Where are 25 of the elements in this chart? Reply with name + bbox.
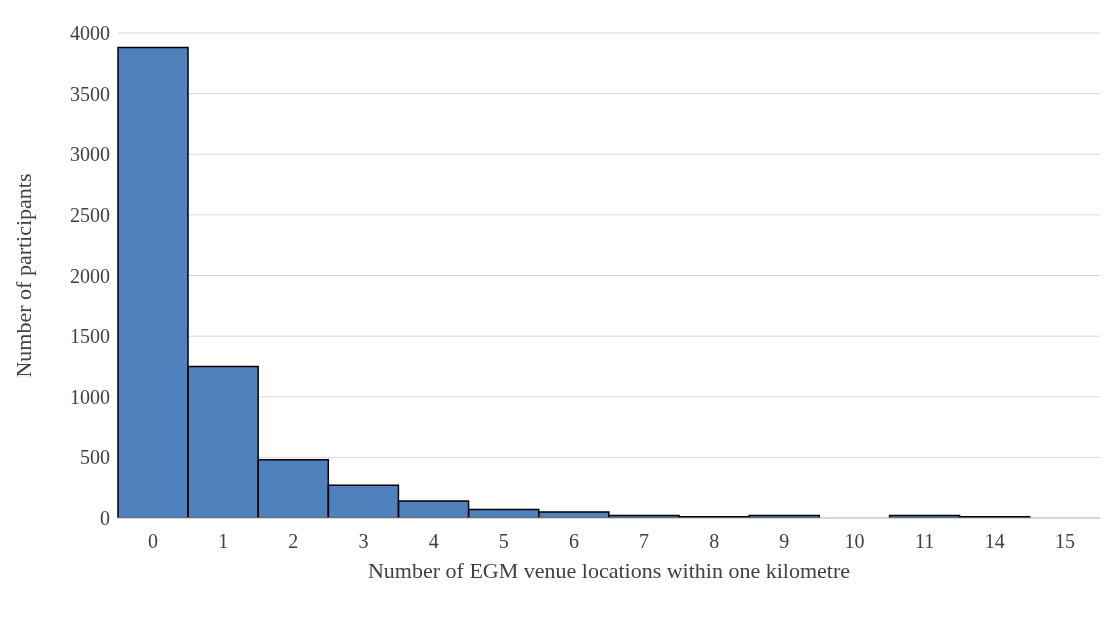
x-tick-label: 4: [428, 530, 439, 553]
x-tick-label: 7: [639, 530, 650, 553]
x-axis-title: Number of EGM venue locations within one kilometre: [367, 558, 851, 583]
x-tick-label: 15: [1054, 530, 1075, 553]
x-tick-label: 2: [288, 530, 299, 553]
y-tick-label: 1000: [70, 385, 110, 408]
y-axis-title: Number of participants: [10, 173, 36, 378]
x-tick-label: 6: [568, 530, 579, 553]
x-tick-label: 0: [148, 530, 159, 553]
x-tick-label: 8: [709, 530, 720, 553]
x-tick-label: 3: [358, 530, 369, 553]
y-tick-label: 2500: [70, 203, 110, 226]
x-tick-label: 14: [984, 530, 1005, 553]
y-tick-label: 3000: [70, 143, 110, 166]
x-tick-label: 10: [844, 530, 865, 553]
x-tick-label: 1: [218, 530, 229, 553]
y-tick-label: 1500: [70, 325, 110, 348]
y-tick-label: 2000: [70, 264, 110, 287]
x-tick-label: 11: [915, 530, 935, 553]
y-tick-label: 4000: [70, 22, 110, 45]
x-tick-label: 9: [779, 530, 790, 553]
x-tick-label: 5: [498, 530, 509, 553]
y-tick-label: 3500: [70, 82, 110, 105]
y-tick-label: 500: [80, 446, 110, 469]
y-tick-label: 0: [100, 507, 110, 530]
